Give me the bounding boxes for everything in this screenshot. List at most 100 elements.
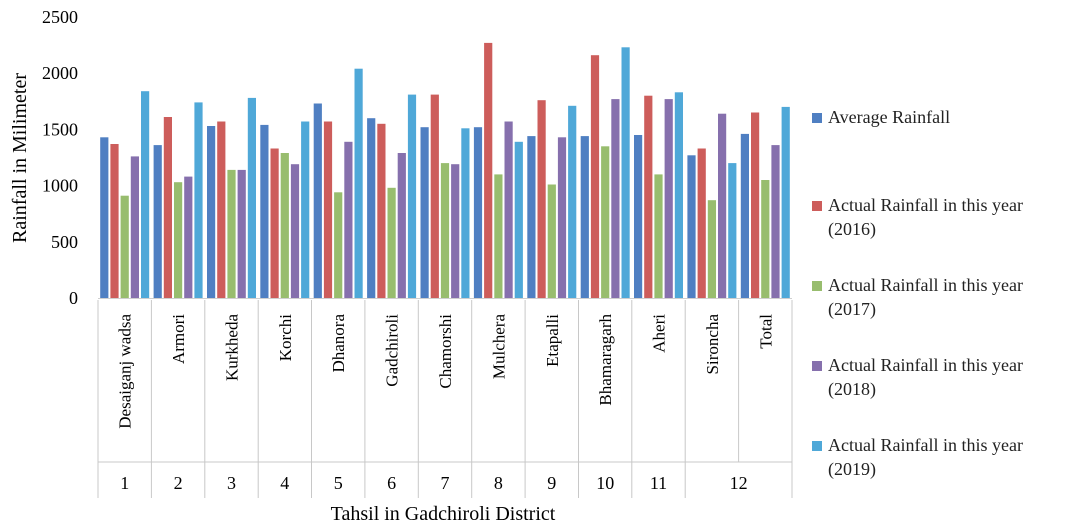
bar: [217, 121, 226, 298]
bar: [484, 42, 493, 299]
bar: [654, 174, 663, 298]
bar: [557, 137, 567, 298]
bar: [387, 187, 396, 298]
bar: [407, 94, 417, 298]
serial-number: 1: [120, 473, 129, 493]
bar: [247, 97, 256, 299]
bar: [174, 182, 183, 298]
x-tick-label: Sironcha: [703, 314, 722, 375]
bar: [344, 141, 353, 298]
bar: [644, 95, 653, 298]
bar: [580, 136, 589, 298]
serial-number: 8: [494, 473, 503, 493]
bar: [313, 103, 322, 298]
bar: [504, 121, 513, 298]
legend-item: Actual Rainfall in this year (2017): [812, 273, 1064, 321]
legend-item: Actual Rainfall in this year (2018): [812, 353, 1064, 401]
legend-swatch: [812, 361, 822, 371]
bar: [761, 180, 770, 298]
legend-item: Average Rainfall: [812, 105, 1064, 129]
bar: [494, 174, 503, 298]
x-tick-label: Etapalli: [543, 314, 562, 367]
bar: [751, 112, 760, 298]
y-axis-label: Rainfall in Milimeter: [9, 73, 31, 243]
bar: [740, 133, 749, 298]
serial-number: 4: [280, 473, 289, 493]
bar: [367, 118, 376, 298]
serial-number: 12: [730, 473, 748, 493]
bar: [707, 200, 716, 298]
y-tick-label: 2500: [42, 7, 78, 27]
bar: [473, 127, 483, 298]
serial-number: 2: [174, 473, 183, 493]
serial-number: 3: [227, 473, 236, 493]
legend-label: Average Rainfall: [828, 107, 951, 127]
serial-number: 11: [650, 473, 667, 493]
bar: [440, 163, 450, 298]
bar: [527, 136, 536, 298]
bar: [664, 99, 673, 298]
x-tick-label: Chamorshi: [436, 314, 455, 389]
bar: [237, 169, 246, 298]
y-tick-label: 0: [69, 288, 78, 308]
bar: [420, 127, 429, 298]
legend-item: Actual Rainfall in this year (2019): [812, 433, 1064, 481]
x-tick-label: Kurkheda: [223, 314, 242, 381]
bar: [781, 106, 790, 299]
serial-number: 7: [441, 473, 450, 493]
bar: [163, 117, 172, 298]
x-tick-label: Dhanora: [329, 314, 348, 373]
bar: [110, 144, 119, 298]
y-tick-label: 1000: [42, 176, 78, 196]
x-tick-label: Desaiganj wadsa: [116, 314, 135, 429]
legend-swatch: [812, 201, 822, 211]
bar: [674, 92, 683, 298]
bar: [184, 176, 193, 298]
bar: [601, 146, 610, 298]
bar: [301, 121, 310, 298]
bar: [621, 47, 630, 298]
y-tick-label: 1500: [42, 119, 78, 139]
x-tick-label: Bhamaragarh: [596, 314, 615, 406]
bar: [141, 91, 150, 298]
bar: [697, 148, 706, 298]
bar: [323, 121, 333, 298]
bar: [260, 124, 269, 299]
bar: [354, 68, 363, 298]
x-axis-table: Desaiganj wadsa Armori Kurkheda Korchi Dhano…: [97, 300, 793, 498]
bar: [514, 141, 523, 298]
x-tick-label: Aheri: [650, 314, 669, 353]
bar: [687, 155, 696, 298]
bar: [100, 137, 109, 298]
bar: [537, 100, 546, 298]
legend-swatch: [812, 113, 822, 123]
y-tick-label: 2000: [42, 63, 78, 83]
x-tick-label: Gadchiroli: [383, 314, 402, 387]
bar-area: [100, 42, 790, 299]
legend-label: Actual Rainfall in this year (2018): [828, 355, 1023, 399]
x-axis-label: Tahsil in Gadchiroli District: [331, 503, 556, 525]
legend-label: Actual Rainfall in this year (2016): [828, 195, 1023, 239]
bar: [634, 135, 643, 298]
legend-label: Actual Rainfall in this year (2017): [828, 275, 1023, 319]
legend-swatch: [812, 281, 822, 291]
bar: [590, 55, 600, 299]
bar: [451, 164, 460, 298]
bar: [568, 105, 577, 298]
bar: [728, 163, 737, 298]
bar: [153, 145, 162, 298]
x-tick-label: Korchi: [276, 314, 295, 361]
serial-number: 5: [334, 473, 343, 493]
bar: [280, 153, 289, 298]
serial-number: 6: [387, 473, 396, 493]
bar: [120, 195, 129, 298]
legend-label: Actual Rainfall in this year (2019): [828, 435, 1023, 479]
bar: [227, 169, 236, 298]
x-tick-label: Mulchera: [489, 314, 508, 380]
bar: [718, 113, 727, 298]
bar: [334, 192, 343, 298]
bar: [377, 123, 386, 298]
legend-item: Actual Rainfall in this year (2016): [812, 193, 1064, 241]
serial-number: 10: [596, 473, 614, 493]
